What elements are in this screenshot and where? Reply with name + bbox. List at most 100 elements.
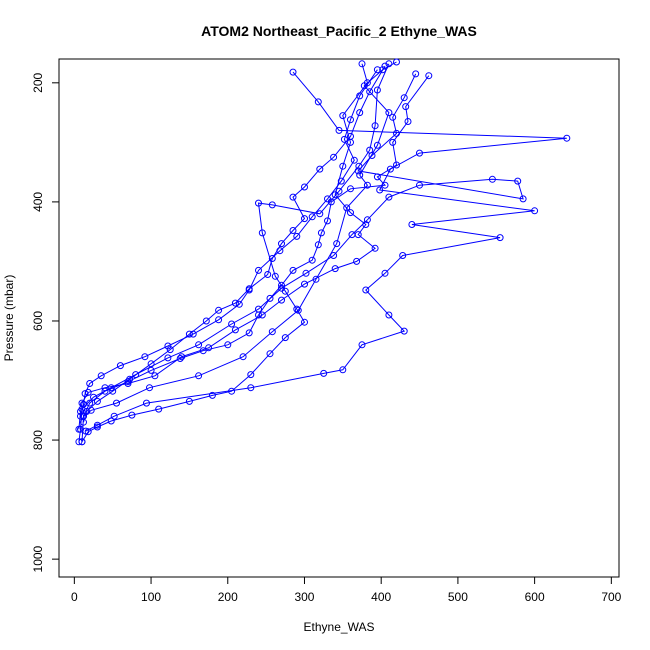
data-point [402, 103, 410, 111]
series-5 [78, 60, 393, 446]
y-tick-label: 1000 [31, 545, 45, 572]
data-point [324, 195, 331, 203]
x-axis: 0 100 200 300 400 500 600 700 [71, 577, 622, 604]
data-point [373, 141, 381, 149]
data-point [531, 207, 539, 215]
data-point [289, 68, 297, 76]
data-point [385, 109, 393, 117]
data-point [294, 306, 302, 314]
series-line [85, 71, 567, 432]
data-point [75, 425, 83, 433]
data-point [268, 328, 276, 336]
data-point [78, 438, 86, 446]
data-point [371, 244, 379, 252]
data-point [385, 311, 393, 319]
data-point [371, 122, 379, 130]
data-point [355, 162, 363, 170]
data-point [412, 70, 420, 78]
x-tick-label: 600 [525, 590, 545, 604]
data-point [208, 391, 216, 399]
data-point [235, 300, 243, 308]
x-tick-label: 300 [294, 590, 314, 604]
data-point [400, 94, 408, 102]
data-point [330, 153, 338, 161]
data-point [245, 329, 253, 337]
data-point [363, 216, 371, 224]
data-point [337, 177, 345, 185]
data-point [563, 134, 571, 142]
data-point [264, 271, 272, 278]
data-point [347, 209, 354, 217]
series-4 [78, 72, 433, 446]
data-point [385, 193, 393, 201]
data-point [266, 294, 274, 302]
series-1 [80, 58, 400, 420]
data-point [268, 201, 276, 209]
data-point [381, 62, 389, 70]
data-point [350, 156, 358, 164]
data-point [343, 204, 351, 212]
data-point [356, 92, 364, 100]
y-tick-label: 800 [31, 430, 45, 450]
x-tick-label: 200 [218, 590, 238, 604]
x-tick-label: 500 [448, 590, 468, 604]
data-point [166, 346, 174, 354]
data-point [340, 135, 348, 143]
series-3 [75, 70, 527, 446]
y-tick-label: 600 [31, 311, 45, 331]
data-point [271, 272, 279, 280]
data-point [314, 241, 322, 249]
data-point [185, 397, 193, 405]
data-point [228, 387, 236, 395]
data-point [347, 132, 354, 140]
data-point [317, 229, 325, 237]
data-point [416, 181, 423, 189]
data-point [400, 327, 408, 335]
data-point [293, 232, 301, 240]
data-point [281, 334, 289, 342]
data-point [393, 161, 400, 169]
data-point [301, 280, 308, 288]
data-point [178, 353, 186, 361]
data-point [258, 229, 266, 237]
data-point [255, 199, 262, 207]
series-7 [77, 66, 381, 420]
data-point [107, 417, 115, 425]
data-point [331, 191, 339, 199]
data-point [239, 353, 247, 361]
y-tick-label: 400 [31, 192, 45, 212]
data-point [416, 149, 423, 157]
data-point [147, 360, 155, 368]
data-point [255, 266, 262, 274]
data-point [109, 387, 117, 395]
data-point [80, 418, 87, 426]
data-point [408, 221, 416, 228]
plot-frame [58, 58, 620, 578]
y-axis-label: Pressure (mbar) [2, 275, 16, 362]
data-point [195, 372, 203, 380]
data-point [373, 66, 381, 74]
data-point [80, 400, 87, 408]
data-point [164, 354, 172, 362]
data-point [339, 112, 347, 120]
data-point [289, 193, 297, 201]
data-point [302, 269, 310, 277]
data-point [278, 296, 285, 304]
data-point [126, 375, 134, 383]
data-point [301, 183, 308, 191]
data-point [151, 372, 159, 380]
data-point [373, 86, 381, 94]
data-point [314, 98, 322, 106]
data-point [358, 60, 366, 68]
data-point [301, 318, 308, 326]
data-point [356, 171, 364, 179]
x-tick-label: 100 [141, 590, 161, 604]
data-point [215, 306, 223, 314]
data-point [376, 186, 384, 194]
data-point [289, 266, 297, 274]
data-point [393, 58, 400, 66]
series-line [80, 69, 378, 417]
series-6 [75, 60, 379, 433]
data-point [366, 146, 374, 154]
x-tick-label: 700 [601, 590, 621, 604]
